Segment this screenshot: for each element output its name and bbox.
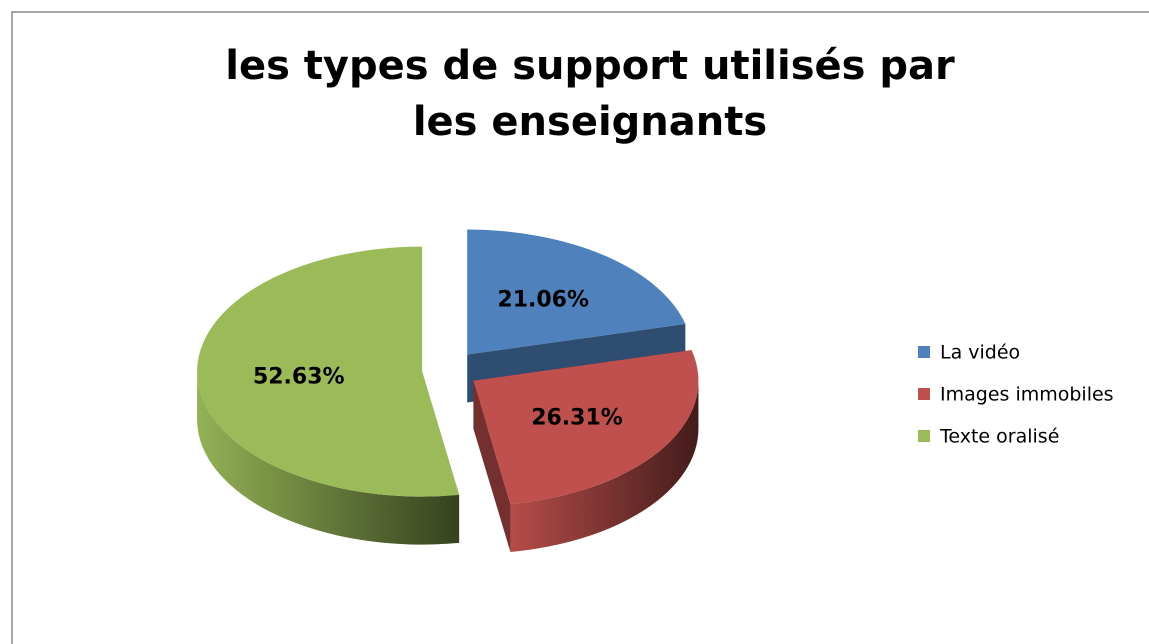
legend-label: La vidéo (940, 342, 1020, 364)
slice-side (510, 380, 699, 553)
legend-swatch (918, 430, 930, 442)
slice-wall (473, 380, 511, 553)
slice-side (197, 371, 460, 545)
legend-swatch (918, 346, 930, 358)
data-label: 21.06% (497, 287, 589, 312)
pie-slice (467, 229, 686, 355)
pie-slice (473, 350, 699, 505)
legend-swatch (918, 388, 930, 400)
legend-label: Images immobiles (940, 384, 1114, 406)
data-label: 26.31% (531, 405, 623, 430)
legend-label: Texte oralisé (939, 426, 1059, 448)
data-label: 52.63% (253, 364, 345, 389)
chart-title: les types de support utilisés par les en… (225, 43, 955, 145)
chart-border (11, 11, 1149, 644)
pie-slice (197, 246, 460, 497)
